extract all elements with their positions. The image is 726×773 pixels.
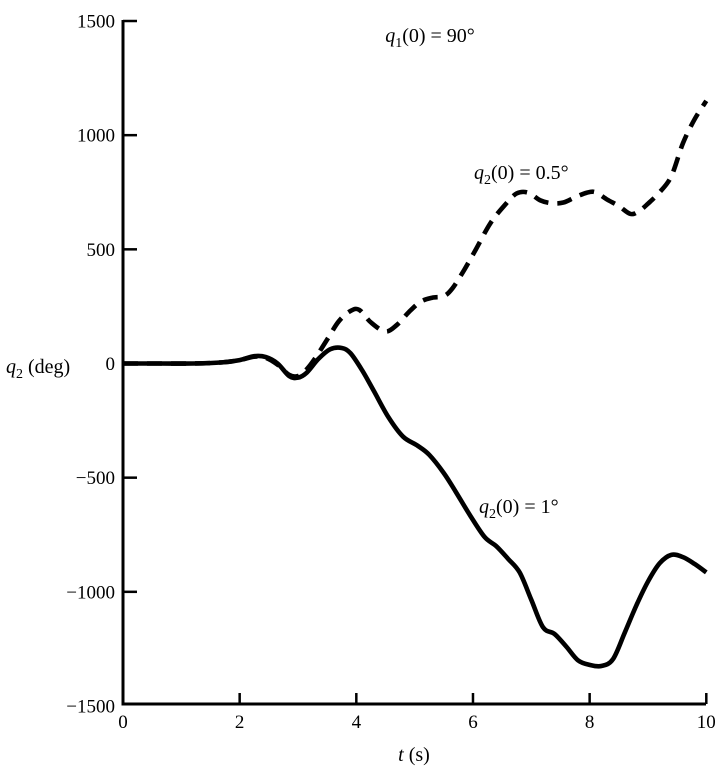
solid-label-sub: 2 — [489, 507, 496, 522]
annotation-var: q — [385, 25, 395, 47]
dashed-label-var: q — [474, 162, 484, 184]
y-label-sub: 2 — [16, 367, 23, 382]
y-tick-label: −1500 — [66, 696, 115, 717]
x-tick-label: 6 — [468, 712, 478, 733]
y-label-rest: (deg) — [23, 356, 70, 378]
y-tick-label: 1500 — [77, 12, 115, 33]
solid-curve-label: q2(0) = 1° — [479, 496, 559, 522]
solid-label-var: q — [479, 496, 489, 518]
tick-labels: 0 2 4 6 8 10 1500 1000 500 0 −500 −1000 −1500 — [66, 12, 716, 733]
dashed-label-sub: 2 — [484, 173, 491, 188]
x-tick-label: 4 — [352, 712, 362, 733]
x-tick-label: 10 — [697, 712, 716, 733]
curves — [122, 99, 709, 669]
y-axis-label: q2 (deg) — [6, 356, 70, 382]
solid-curve — [122, 345, 708, 669]
y-tick-label: 1000 — [77, 126, 115, 147]
dashed-label-rest: (0) = 0.5° — [491, 162, 569, 184]
x-tick-label: 8 — [585, 712, 595, 733]
y-tick-label: 0 — [106, 354, 116, 375]
y-label-var: q — [6, 356, 16, 378]
x-tick-label: 0 — [118, 712, 128, 733]
dashed-curve-label: q2(0) = 0.5° — [474, 162, 569, 188]
x-tick-label: 2 — [235, 712, 245, 733]
annotation-q1-initial: q1(0) = 90° — [385, 25, 475, 51]
y-tick-label: 500 — [87, 240, 116, 261]
x-label-var: t — [398, 744, 404, 766]
y-tick-label: −1000 — [66, 582, 115, 603]
annotation-sub: 1 — [395, 36, 402, 51]
annotation-rest: (0) = 90° — [402, 25, 475, 47]
dashed-curve — [122, 99, 709, 379]
solid-label-rest: (0) = 1° — [496, 496, 559, 518]
y-tick-label: −500 — [76, 468, 115, 489]
x-label-rest: (s) — [404, 744, 430, 766]
x-axis-label: t (s) — [398, 744, 430, 766]
